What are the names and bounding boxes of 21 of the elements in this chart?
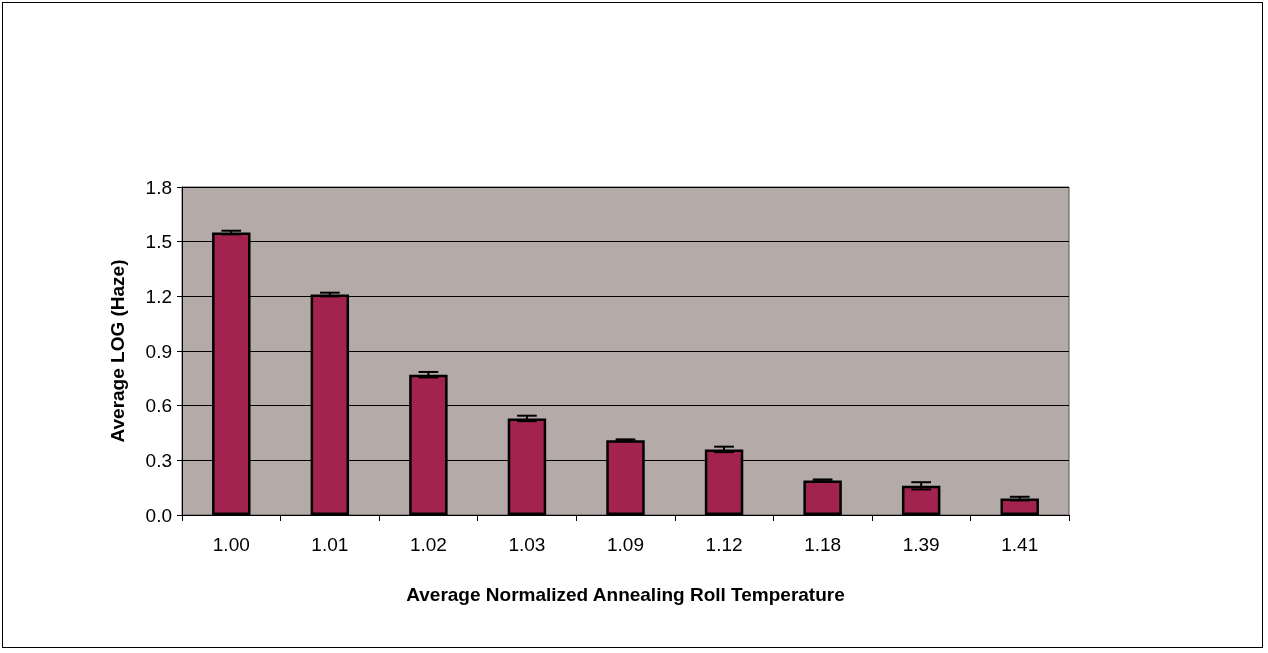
x-tick-label: 1.18 xyxy=(804,534,842,555)
x-tick-label: 1.00 xyxy=(212,534,250,555)
x-tick-label: 1.12 xyxy=(705,534,743,555)
x-tick-label: 1.03 xyxy=(508,534,546,555)
bar xyxy=(803,480,842,515)
y-tick-label: 0.0 xyxy=(145,504,172,526)
x-tick-label: 1.39 xyxy=(902,534,940,555)
x-tick-label: 1.02 xyxy=(409,534,447,555)
x-tick-label: 1.09 xyxy=(607,534,644,555)
x-tick-label: 1.01 xyxy=(311,534,349,555)
x-tick-label: 1.41 xyxy=(1001,534,1039,555)
y-tick-label: 0.9 xyxy=(145,340,172,362)
y-tick-label: 0.6 xyxy=(145,395,172,417)
bar xyxy=(901,485,941,515)
x-axis-title: Average Normalized Annealing Roll Temperature xyxy=(406,584,845,605)
y-tick-label: 1.8 xyxy=(145,176,172,198)
bar xyxy=(1000,498,1039,515)
y-tick-label: 1.2 xyxy=(145,285,172,307)
y-tick-label: 1.5 xyxy=(145,231,172,253)
y-axis-title: Average LOG (Haze) xyxy=(107,259,128,443)
y-tick-label: 0.3 xyxy=(145,449,172,471)
